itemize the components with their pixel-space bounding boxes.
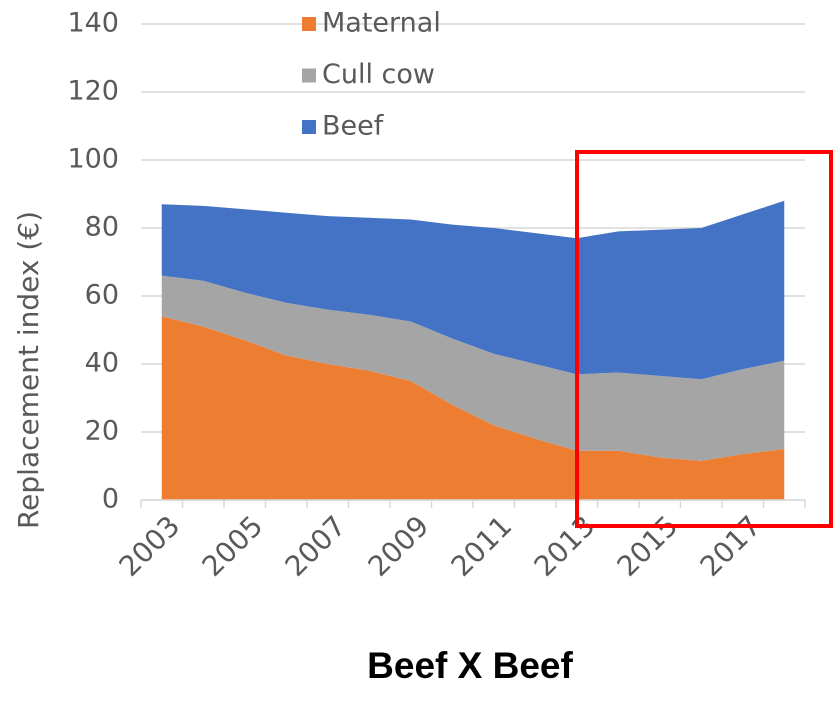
x-tick-label: 2013	[528, 509, 602, 583]
y-tick-label: 120	[67, 76, 119, 107]
legend-swatch	[302, 17, 316, 31]
area	[161, 316, 785, 500]
y-tick-label: 20	[85, 416, 119, 447]
area	[161, 200, 785, 380]
y-tick-label: 0	[102, 484, 119, 515]
highlight-box	[575, 150, 833, 528]
legend-label: Cull cow	[322, 59, 435, 90]
y-tick-label: 80	[85, 212, 119, 243]
legend-swatch	[302, 68, 316, 83]
legend-label: Beef	[322, 111, 385, 142]
x-tick-label: 2017	[694, 509, 768, 583]
x-tick-label: 2015	[611, 509, 685, 583]
y-tick-label: 40	[85, 348, 119, 379]
x-tick-label: 2007	[279, 509, 353, 583]
x-tick-label: 2011	[445, 509, 519, 583]
legend-swatch	[302, 120, 316, 134]
area	[161, 275, 785, 461]
legend-label: Maternal	[322, 8, 441, 39]
y-tick-label: 60	[85, 280, 119, 311]
y-tick-label: 140	[67, 8, 119, 39]
x-tick-label: 2009	[362, 509, 436, 583]
y-axis-label: Replacement index (€)	[12, 211, 45, 529]
x-tick-label: 2005	[196, 509, 270, 583]
y-tick-label: 100	[67, 144, 119, 175]
x-tick-label: 2003	[113, 509, 187, 583]
chart-title: Beef X Beef	[367, 645, 573, 686]
